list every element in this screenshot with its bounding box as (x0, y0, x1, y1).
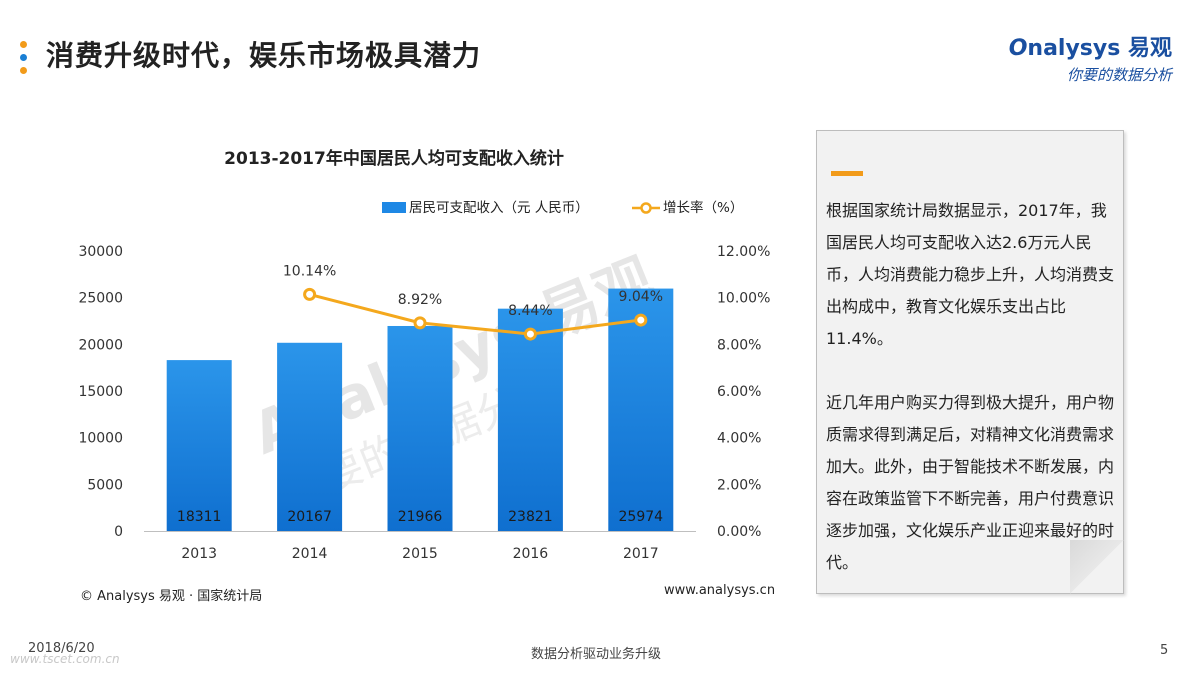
growth-point (303, 287, 317, 301)
footer-watermark: www.tscet.com.cn (10, 652, 120, 666)
bar-income (387, 325, 453, 531)
y-right-tick-label: 12.00% (717, 244, 770, 260)
note-paragraph-2: 近几年用户购买力得到极大提升，用户物质需求得到满足后，对精神文化消费需求加大。此… (826, 393, 1115, 572)
bullet-dot (20, 41, 27, 48)
bar-data-label: 20167 (287, 509, 332, 525)
growth-point (413, 316, 427, 330)
title-bullet-dots (20, 41, 30, 80)
legend-marker-growth (640, 202, 652, 214)
y-left-tick-label: 5000 (87, 477, 123, 493)
bar-data-label: 21966 (398, 509, 443, 525)
note-paragraph-1: 根据国家统计局数据显示，2017年，我国居民人均可支配收入达2.6万元人民币，人… (826, 201, 1115, 348)
x-tick-label: 2016 (513, 546, 549, 562)
note-folded-corner (1070, 540, 1124, 594)
page-title: 消费升级时代，娱乐市场极具潜力 (46, 39, 482, 72)
bar-income (608, 288, 674, 531)
bar-income (166, 360, 232, 531)
legend-swatch-income (382, 202, 406, 213)
y-left-tick-label: 20000 (78, 337, 123, 353)
insight-note-card: 根据国家统计局数据显示，2017年，我国居民人均可支配收入达2.6万元人民币，人… (816, 130, 1124, 594)
legend-label-growth: 增长率（%） (663, 199, 743, 216)
growth-data-label: 8.92% (398, 292, 442, 308)
source-citation: © Analysys 易观 · 国家统计局 (80, 589, 263, 604)
growth-data-label: 8.44% (508, 303, 552, 319)
growth-data-label: 10.14% (283, 263, 336, 279)
y-left-tick-label: 0 (114, 524, 123, 540)
y-right-tick-label: 8.00% (717, 337, 761, 353)
growth-data-label: 9.04% (619, 289, 663, 305)
x-tick-label: 2015 (402, 546, 438, 562)
y-right-tick-label: 10.00% (717, 291, 770, 307)
brand-logo: Onalysys 易观 你要的数据分析 (1009, 30, 1172, 85)
chart-legend: 居民可支配收入（元 人民币） 增长率（%） (382, 199, 743, 216)
growth-line (309, 292, 641, 336)
y-left-tick-label: 30000 (78, 244, 123, 260)
bar-data-label: 25974 (619, 509, 664, 525)
page-number: 5 (1160, 643, 1169, 658)
website-link[interactable]: www.analysys.cn (664, 583, 776, 598)
logo-brand-o: O (1008, 36, 1028, 61)
bullet-dot (20, 67, 27, 74)
y-left-tick-label: 25000 (78, 291, 123, 307)
chart-title: 2013-2017年中国居民人均可支配收入统计 (224, 148, 564, 169)
y-right-tick-label: 6.00% (717, 384, 761, 400)
y-right-tick-label: 0.00% (717, 524, 761, 540)
bar-data-label: 18311 (177, 509, 222, 525)
note-accent-bar (831, 171, 863, 176)
growth-point (523, 327, 537, 341)
bar-income (277, 342, 343, 531)
y-right-tick-label: 2.00% (717, 477, 761, 493)
logo-slogan: 你要的数据分析 (1066, 66, 1172, 84)
footer-tagline: 数据分析驱动业务升级 (531, 647, 662, 662)
y-left-tick-label: 10000 (78, 431, 123, 447)
growth-point (634, 313, 648, 327)
logo-brand: Onalysys 易观 (1009, 30, 1172, 62)
footer-date: 2018/6/20 (28, 641, 95, 656)
y-right-tick-label: 4.00% (717, 431, 761, 447)
bar-data-label: 23821 (508, 509, 553, 525)
x-tick-label: 2013 (181, 546, 217, 562)
x-tick-label: 2017 (623, 546, 659, 562)
legend-label-income: 居民可支配收入（元 人民币） (409, 200, 589, 216)
logo-brand-rest: nalysys 易观 (1027, 36, 1172, 61)
x-tick-label: 2014 (292, 546, 328, 562)
y-left-tick-label: 15000 (78, 384, 123, 400)
bullet-dot (20, 54, 27, 61)
bar-income (497, 308, 563, 531)
